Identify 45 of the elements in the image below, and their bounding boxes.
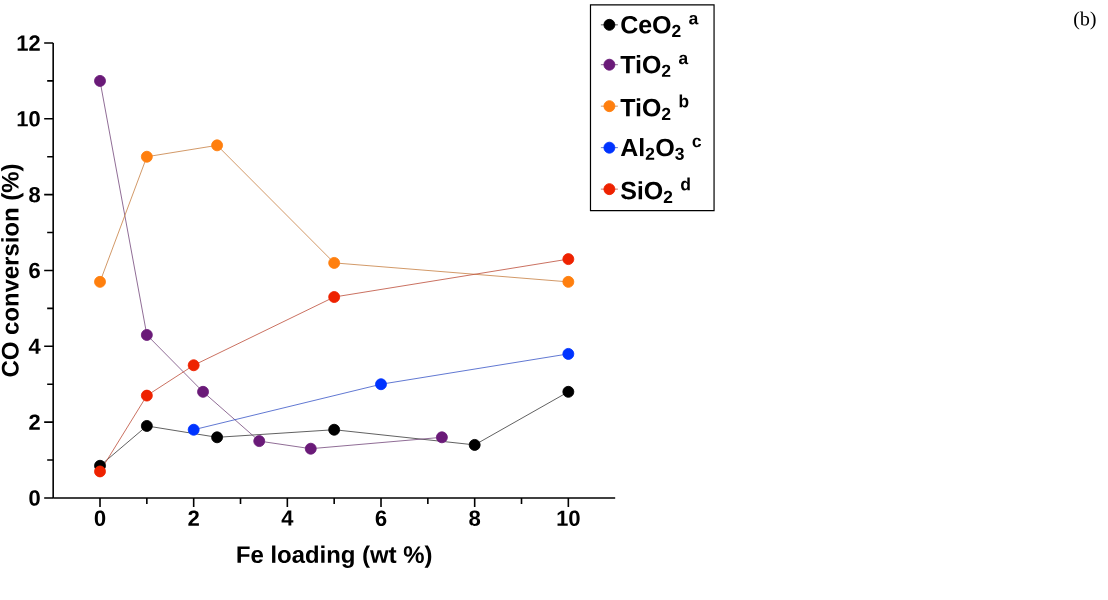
y-tick-label: 6 xyxy=(29,262,40,279)
point xyxy=(140,420,153,432)
x-tick-label: 4 xyxy=(281,510,294,526)
point xyxy=(435,431,448,444)
point xyxy=(140,329,153,341)
point xyxy=(187,359,200,372)
legend-label: Al$_{2}$O$_{3}$ c xyxy=(620,137,702,161)
point xyxy=(253,435,266,448)
y-tick-label: 10 xyxy=(17,111,40,127)
legend-label: SiO$_{2}$ d xyxy=(621,177,690,203)
point xyxy=(187,423,200,436)
point xyxy=(562,385,575,398)
point xyxy=(94,465,106,478)
x-tick-label: 8 xyxy=(469,510,481,527)
point xyxy=(328,257,341,269)
point xyxy=(328,423,341,436)
y-tick-label: 4 xyxy=(28,338,41,354)
point xyxy=(197,385,209,398)
point xyxy=(140,150,153,163)
point xyxy=(304,442,317,455)
x-tick-label: 2 xyxy=(188,510,199,526)
legend-label: CeO$_{2}$ a xyxy=(621,14,699,37)
legend-label: TiO$_{2}$ a xyxy=(620,54,689,77)
text: (b) xyxy=(1074,11,1096,30)
point xyxy=(140,389,153,402)
point xyxy=(375,378,387,391)
x-tick-label: 10 xyxy=(557,510,580,527)
y-tick-label: 0 xyxy=(29,490,40,506)
point xyxy=(211,139,223,152)
x-tick-label: 0 xyxy=(94,510,106,527)
point xyxy=(562,253,575,266)
legend-label: TiO$_{2}$ b xyxy=(620,94,689,120)
y-tick-label: 2 xyxy=(29,414,40,430)
point xyxy=(328,291,341,303)
point xyxy=(94,75,106,87)
x-axis-title: Fe loading (wt %) xyxy=(237,545,432,568)
y-tick-label: 12 xyxy=(17,35,40,51)
point xyxy=(211,431,223,444)
y-tick-label: 8 xyxy=(29,186,40,203)
point xyxy=(562,275,575,288)
x-tick-label: 6 xyxy=(375,510,387,527)
point xyxy=(562,348,575,360)
y-axis-title: CO conversion (%) xyxy=(1,164,24,377)
point xyxy=(468,439,481,451)
point xyxy=(94,275,106,288)
